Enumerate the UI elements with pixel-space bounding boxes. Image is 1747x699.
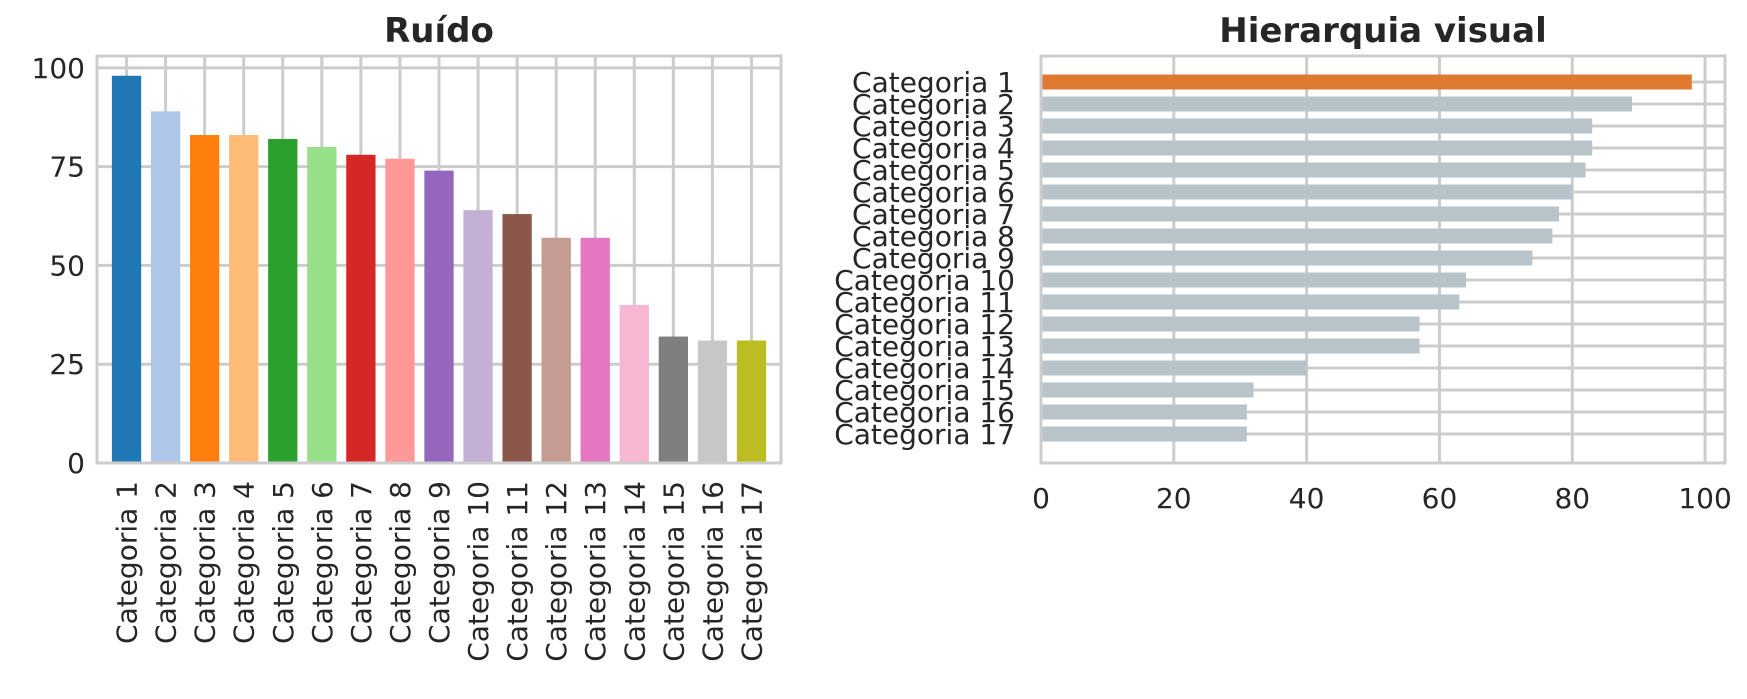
x-tick-label: Categoria 10 xyxy=(462,481,495,662)
bar xyxy=(658,336,688,463)
y-tick-label: Categoria 9 xyxy=(852,242,1015,275)
x-tick-label: 40 xyxy=(1289,482,1325,515)
x-tick-label: 0 xyxy=(1032,482,1050,515)
bar xyxy=(150,111,181,464)
y-tick-label: Categoria 12 xyxy=(834,308,1015,341)
y-tick-label: Categoria 3 xyxy=(852,110,1015,143)
bar xyxy=(1041,184,1573,200)
bar xyxy=(1041,118,1593,134)
bar xyxy=(1041,74,1692,90)
bar xyxy=(346,154,376,463)
y-tick-label: Categoria 1 xyxy=(852,66,1015,99)
bar xyxy=(190,135,220,464)
x-tick-label: Categoria 15 xyxy=(657,481,690,662)
x-tick-label: 100 xyxy=(1678,482,1731,515)
y-tick-label: Categoria 4 xyxy=(852,132,1015,165)
bar xyxy=(1041,382,1254,398)
x-tick-label: Categoria 16 xyxy=(696,481,729,662)
bar xyxy=(424,170,454,464)
x-tick-label: Categoria 7 xyxy=(345,481,378,644)
y-tick-label: Categoria 8 xyxy=(852,220,1015,253)
x-tick-label: Categoria 5 xyxy=(267,481,300,644)
bar xyxy=(736,340,767,463)
bar xyxy=(463,210,493,463)
bar xyxy=(229,135,259,464)
x-tick-label: 80 xyxy=(1554,482,1590,515)
y-tick-label: Categoria 15 xyxy=(834,374,1015,407)
y-tick-label: Categoria 2 xyxy=(852,88,1015,121)
x-tick-label: Categoria 14 xyxy=(618,481,651,662)
y-tick-label: Categoria 16 xyxy=(834,396,1015,429)
bar xyxy=(1041,338,1420,354)
x-tick-label: Categoria 2 xyxy=(150,481,183,644)
y-tick-label: Categoria 6 xyxy=(852,176,1015,209)
x-tick-label: Categoria 6 xyxy=(306,481,339,644)
y-tick-label: Categoria 13 xyxy=(834,330,1015,363)
y-tick-label: 50 xyxy=(49,249,85,282)
bar xyxy=(1041,316,1420,332)
x-tick-label: 20 xyxy=(1156,482,1192,515)
y-tick-label: Categoria 14 xyxy=(834,352,1015,385)
plot-frame xyxy=(1039,54,1727,465)
bar xyxy=(1041,294,1460,310)
x-tick-label: Categoria 11 xyxy=(501,481,534,662)
chart-title-noise: Ruído xyxy=(384,11,494,51)
bar xyxy=(580,237,610,463)
y-tick-label: Categoria 17 xyxy=(834,418,1015,451)
bar xyxy=(1041,206,1559,222)
y-tick-label: Categoria 11 xyxy=(834,286,1015,319)
x-tick-label: 60 xyxy=(1422,482,1458,515)
bar xyxy=(697,340,728,463)
chart-title-hierarchy: Hierarquia visual xyxy=(1219,11,1546,51)
x-tick-label: Categoria 1 xyxy=(111,481,144,644)
y-tick-label: 25 xyxy=(49,348,85,381)
bar xyxy=(1041,162,1586,178)
x-tick-label: Categoria 12 xyxy=(540,481,573,662)
x-tick-label: Categoria 17 xyxy=(735,481,768,662)
y-tick-label: Categoria 10 xyxy=(834,264,1015,297)
bar xyxy=(1041,360,1307,376)
bar xyxy=(1041,250,1533,266)
bar xyxy=(307,146,337,464)
bar xyxy=(1041,96,1633,112)
bar xyxy=(1041,272,1467,288)
y-tick-label: 75 xyxy=(49,151,85,184)
x-tick-label: Categoria 4 xyxy=(228,481,261,644)
y-tick-label: 100 xyxy=(32,52,85,85)
x-tick-label: Categoria 13 xyxy=(579,481,612,662)
x-tick-label: Categoria 9 xyxy=(423,481,456,644)
x-tick-label: Categoria 8 xyxy=(384,481,417,644)
bar xyxy=(1041,404,1247,420)
y-tick-label: Categoria 7 xyxy=(852,198,1015,231)
y-tick-label: 0 xyxy=(67,447,85,480)
plot-frame xyxy=(95,54,783,465)
bar xyxy=(385,158,415,464)
bar xyxy=(502,214,532,463)
bar xyxy=(541,237,571,463)
bar xyxy=(619,304,649,463)
y-tick-label: Categoria 5 xyxy=(852,154,1015,187)
bar xyxy=(1041,228,1553,244)
bar xyxy=(1041,140,1593,156)
x-tick-label: Categoria 3 xyxy=(189,481,222,644)
bar xyxy=(268,138,298,463)
bar xyxy=(1041,426,1247,442)
bar xyxy=(111,75,142,464)
